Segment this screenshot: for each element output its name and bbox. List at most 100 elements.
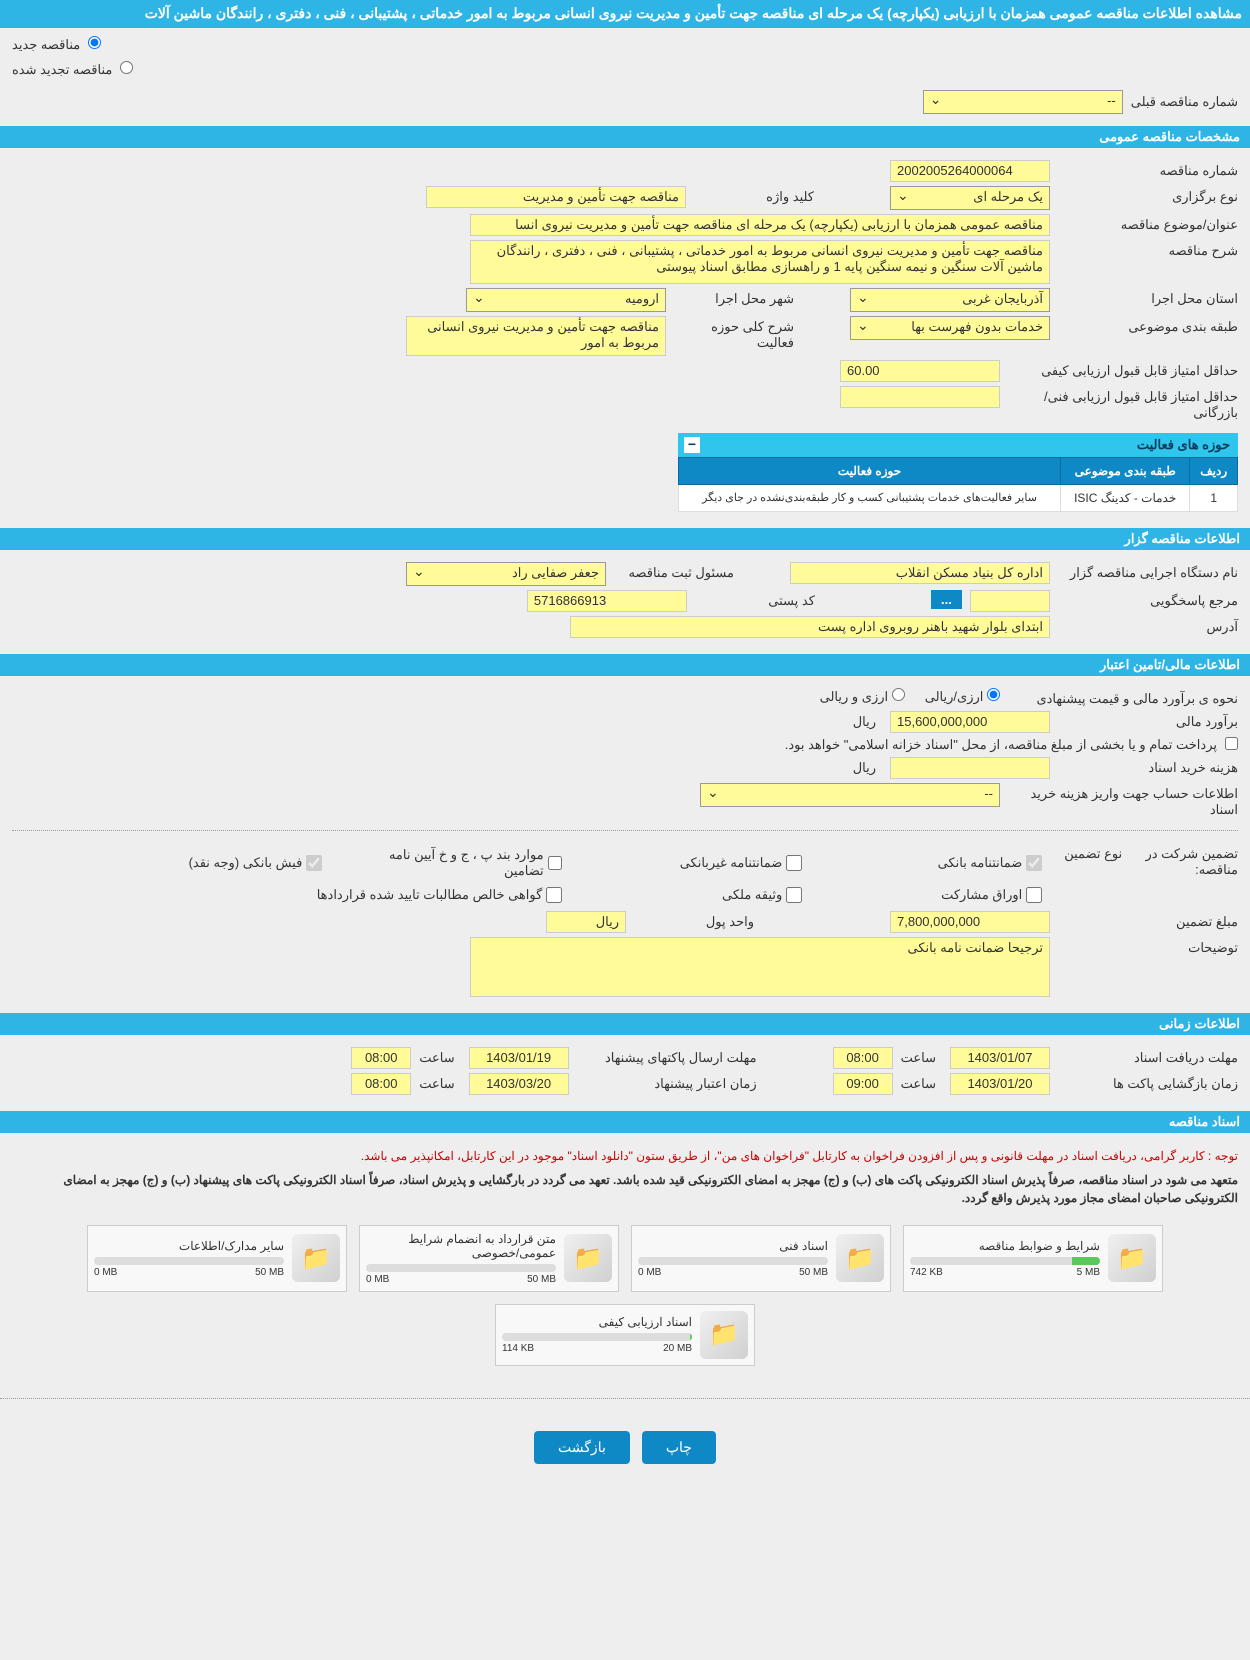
keyword-label: کلید واژه: [694, 186, 814, 205]
subject-label: عنوان/موضوع مناقصه: [1058, 214, 1238, 233]
doc-title: متن قرارداد به انضمام شرایط عمومی/خصوصی: [366, 1232, 556, 1260]
collapse-icon[interactable]: −: [684, 437, 700, 453]
agency-field: اداره کل بنیاد مسکن انقلاب: [790, 562, 1050, 584]
doc-box[interactable]: 📁 اسناد ارزیابی کیفی 114 KB20 MB: [495, 1304, 755, 1366]
renewed-tender-radio[interactable]: [120, 61, 133, 74]
check-cert[interactable]: [546, 887, 562, 903]
method-label: نحوه ی برآورد مالی و قیمت پیشنهادی: [1008, 688, 1238, 707]
currency-field: ریال: [546, 911, 626, 933]
col-row: ردیف: [1190, 457, 1238, 484]
province-select[interactable]: آذربایجان غربی: [850, 288, 1050, 312]
doc-title: اسناد ارزیابی کیفی: [502, 1315, 692, 1329]
back-button[interactable]: بازگشت: [534, 1431, 630, 1464]
page-title: مشاهده اطلاعات مناقصه عمومی همزمان با ار…: [0, 0, 1250, 28]
rial-unit-2: ریال: [853, 757, 876, 776]
col-area: حوزه فعالیت: [679, 457, 1061, 484]
doc-title: اسناد فنی: [638, 1239, 828, 1253]
account-select[interactable]: --: [700, 783, 1000, 807]
guarantee-amount-label: مبلغ تضمین: [1058, 911, 1238, 930]
doc-box[interactable]: 📁 سایر مدارک/اطلاعات 0 MB50 MB: [87, 1225, 347, 1292]
rial-unit: ریال: [853, 711, 876, 730]
open-date: 1403/01/20: [950, 1073, 1050, 1095]
doc-deadline-date: 1403/01/07: [950, 1047, 1050, 1069]
send-deadline-date: 1403/01/19: [469, 1047, 569, 1069]
notes-field: ترجیحا ضمانت نامه بانکی: [470, 937, 1050, 997]
send-deadline-label: مهلت ارسال پاکتهای پیشنهاد: [577, 1047, 757, 1066]
doc-title: شرایط و ضوابط مناقصه: [910, 1239, 1100, 1253]
desc-field: مناقصه جهت تأمین و مدیریت نیروی انسانی م…: [470, 240, 1050, 284]
category-label: طبقه بندی موضوعی: [1058, 316, 1238, 335]
validity-date: 1403/03/20: [469, 1073, 569, 1095]
folder-icon: 📁: [836, 1234, 884, 1282]
treasury-note: پرداخت تمام و یا بخشی از مبلغ مناقصه، از…: [785, 737, 1217, 753]
section-general: مشخصات مناقصه عمومی: [0, 126, 1250, 148]
check-receipt[interactable]: [306, 855, 322, 871]
folder-icon: 📁: [292, 1234, 340, 1282]
check-bonds[interactable]: [1026, 887, 1042, 903]
city-select[interactable]: ارومیه: [466, 288, 666, 312]
folder-icon: 📁: [564, 1234, 612, 1282]
type-select[interactable]: یک مرحله ای: [890, 186, 1050, 210]
min-tech-label: حداقل امتیاز قابل قبول ارزیابی فنی/بازرگ…: [1008, 386, 1238, 421]
currency-label: واحد پول: [634, 911, 754, 930]
doc-deadline-label: مهلت دریافت اسناد: [1058, 1047, 1238, 1066]
responsible-label: مسئول ثبت مناقصه: [614, 562, 734, 581]
doc-fee-label: هزینه خرید اسناد: [1058, 757, 1238, 776]
print-button[interactable]: چاپ: [642, 1431, 716, 1464]
tender-number: 2002005264000064: [890, 160, 1050, 182]
guarantee-type-label: نوع تضمین: [1050, 843, 1122, 862]
activity-desc-label: شرح کلی حوزه فعالیت: [674, 316, 794, 351]
tender-type-radios: مناقصه جدید: [0, 28, 1250, 61]
send-deadline-time: 08:00: [351, 1047, 411, 1069]
validity-time: 08:00: [351, 1073, 411, 1095]
doc-box[interactable]: 📁 اسناد فنی 0 MB50 MB: [631, 1225, 891, 1292]
doc-box[interactable]: 📁 شرایط و ضوابط مناقصه 742 KB5 MB: [903, 1225, 1163, 1292]
postal-label: کد پستی: [695, 590, 815, 609]
arzi-radio[interactable]: [892, 688, 905, 701]
rial-radio[interactable]: [987, 688, 1000, 701]
subject-field: مناقصه عمومی همزمان با ارزیابی (یکپارچه)…: [470, 214, 1050, 236]
account-label: اطلاعات حساب جهت واریز هزینه خرید اسناد: [1008, 783, 1238, 818]
check-bank-guarantee[interactable]: [1026, 855, 1042, 871]
renewed-tender-label: مناقصه تجدید شده: [12, 62, 112, 77]
new-tender-label: مناقصه جدید: [12, 37, 80, 52]
section-documents: اسناد مناقصه: [0, 1111, 1250, 1133]
guarantee-amount-field: 7,800,000,000: [890, 911, 1050, 933]
address-field: ابتدای بلوار شهید باهنر روبروی اداره پست: [570, 616, 1050, 638]
desc-label: شرح مناقصه: [1058, 240, 1238, 259]
notice-2: متعهد می شود در اسناد مناقصه، صرفاً پذیر…: [12, 1171, 1238, 1207]
doc-deadline-time: 08:00: [833, 1047, 893, 1069]
section-financial: اطلاعات مالی/تامین اعتبار: [0, 654, 1250, 676]
prev-number-label: شماره مناقصه قبلی: [1131, 94, 1238, 110]
section-org: اطلاعات مناقصه گزار: [0, 528, 1250, 550]
guarantee-label: تضمین شرکت در مناقصه:: [1130, 843, 1238, 878]
doc-box[interactable]: 📁 متن قرارداد به انضمام شرایط عمومی/خصوص…: [359, 1225, 619, 1292]
open-time: 09:00: [833, 1073, 893, 1095]
estimate-field: 15,600,000,000: [890, 711, 1050, 733]
check-deed[interactable]: [786, 887, 802, 903]
col-category: طبقه بندی موضوعی: [1061, 457, 1190, 484]
notes-label: توضیحات: [1058, 937, 1238, 956]
arzi-label: ارزی و ریالی: [820, 689, 889, 704]
folder-icon: 📁: [700, 1311, 748, 1359]
table-row: 1خدمات - کدینگ ISICسایر فعالیت‌های خدمات…: [679, 484, 1238, 511]
prev-number-select[interactable]: --: [923, 90, 1123, 114]
activity-table: ردیف طبقه بندی موضوعی حوزه فعالیت 1خدمات…: [678, 457, 1238, 512]
new-tender-radio[interactable]: [88, 36, 101, 49]
category-select[interactable]: خدمات بدون فهرست بها: [850, 316, 1050, 340]
min-quality-field: 60.00: [840, 360, 1000, 382]
postal-field: 5716866913: [527, 590, 687, 612]
estimate-label: برآورد مالی: [1058, 711, 1238, 730]
treasury-check[interactable]: [1225, 737, 1238, 750]
validity-label: زمان اعتبار پیشنهاد: [577, 1073, 757, 1092]
doc-fee-field: [890, 757, 1050, 779]
tender-number-label: شماره مناقصه: [1058, 160, 1238, 179]
activity-desc-field: مناقصه جهت تأمین و مدیریت نیروی انسانی م…: [406, 316, 666, 356]
agency-label: نام دستگاه اجرایی مناقصه گزار: [1058, 562, 1238, 581]
check-nonbank[interactable]: [786, 855, 802, 871]
contact-lookup-button[interactable]: ...: [931, 590, 962, 609]
responsible-select[interactable]: جعفر صفایی راد: [406, 562, 606, 586]
contact-field: [970, 590, 1050, 612]
check-special[interactable]: [548, 855, 563, 871]
keyword-field: مناقصه جهت تأمین و مدیریت: [426, 186, 686, 208]
